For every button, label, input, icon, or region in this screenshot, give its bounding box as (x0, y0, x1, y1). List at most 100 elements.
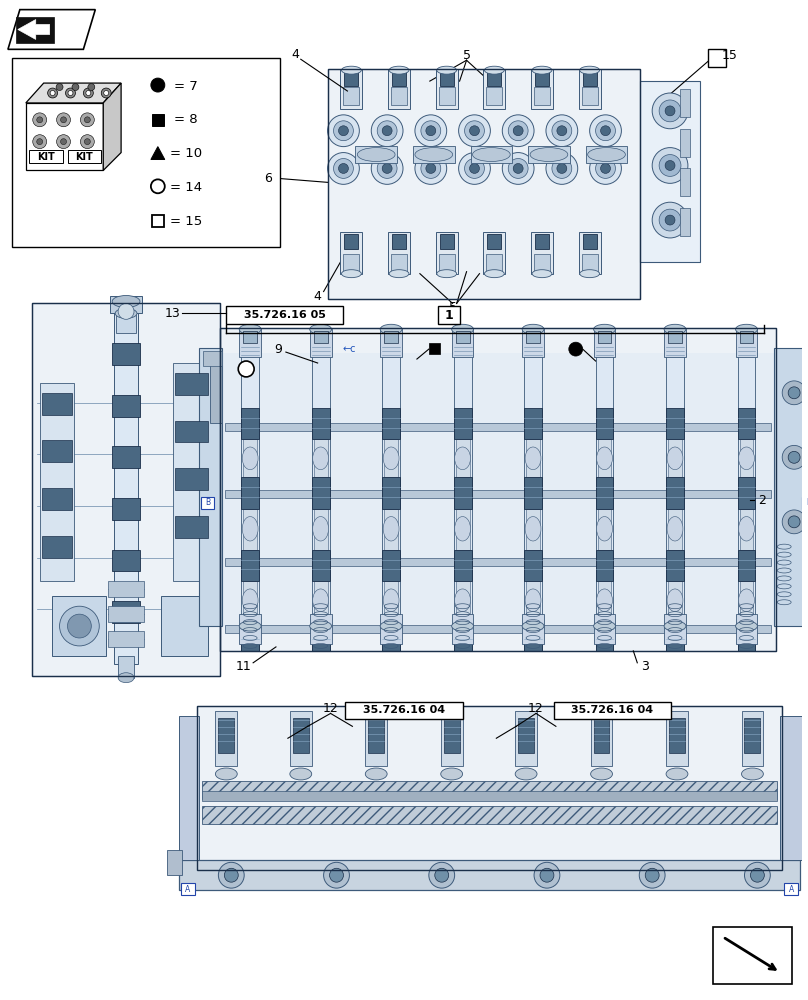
Bar (175, 468, 208, 490)
Bar (595, 408, 613, 439)
Ellipse shape (525, 517, 541, 541)
Circle shape (151, 78, 165, 92)
Ellipse shape (594, 324, 616, 334)
Ellipse shape (579, 66, 600, 74)
Bar (26, 103, 103, 170)
Circle shape (429, 862, 455, 888)
Bar (579, 69, 600, 109)
Ellipse shape (313, 517, 329, 541)
Text: = 8: = 8 (174, 113, 197, 126)
Circle shape (639, 862, 665, 888)
Ellipse shape (664, 324, 686, 334)
Ellipse shape (383, 589, 399, 612)
Circle shape (327, 153, 360, 184)
Ellipse shape (118, 673, 134, 683)
Circle shape (61, 139, 66, 145)
Circle shape (339, 163, 348, 173)
Bar (666, 477, 684, 509)
Bar (392, 234, 406, 249)
Bar (582, 87, 598, 105)
Text: = 10: = 10 (170, 147, 202, 160)
Bar (179, 860, 800, 890)
Bar (42, 536, 73, 558)
Bar (666, 408, 684, 439)
Circle shape (469, 126, 479, 136)
Bar (356, 146, 397, 163)
Circle shape (81, 113, 95, 127)
Bar (436, 69, 457, 109)
Circle shape (57, 135, 70, 149)
Bar (708, 49, 726, 67)
Circle shape (552, 121, 572, 141)
Bar (739, 509, 753, 550)
Bar (392, 71, 406, 86)
Bar (210, 363, 222, 423)
Bar (438, 306, 460, 324)
Circle shape (334, 121, 353, 141)
Text: 5: 5 (448, 301, 457, 314)
Text: 9: 9 (274, 343, 282, 356)
Bar (586, 146, 627, 163)
Bar (108, 606, 144, 622)
Bar (29, 150, 62, 163)
Circle shape (151, 179, 165, 193)
Bar (522, 329, 544, 357)
Circle shape (426, 126, 436, 136)
Circle shape (469, 163, 479, 173)
Bar (436, 232, 457, 274)
Ellipse shape (309, 324, 331, 334)
Circle shape (546, 115, 578, 147)
Ellipse shape (239, 621, 261, 631)
Ellipse shape (437, 270, 457, 278)
Bar (314, 581, 327, 619)
Bar (487, 71, 501, 86)
Bar (116, 308, 136, 333)
Bar (225, 490, 772, 498)
Bar (516, 711, 537, 766)
Bar (528, 146, 570, 163)
Bar (598, 439, 612, 477)
Ellipse shape (532, 270, 552, 278)
Ellipse shape (530, 148, 568, 162)
Bar (343, 254, 360, 272)
Ellipse shape (579, 270, 600, 278)
Bar (161, 596, 208, 656)
Bar (669, 718, 685, 753)
Circle shape (503, 115, 534, 147)
Bar (200, 497, 214, 509)
Bar (522, 614, 544, 644)
Bar (456, 509, 469, 550)
Circle shape (782, 381, 806, 405)
Circle shape (83, 88, 93, 98)
Circle shape (415, 115, 447, 147)
Bar (666, 550, 684, 581)
Bar (327, 69, 640, 299)
Text: 2: 2 (759, 493, 766, 506)
Bar (526, 439, 540, 477)
Bar (531, 232, 553, 274)
Bar (713, 927, 792, 984)
Bar (309, 329, 331, 357)
Bar (225, 625, 772, 633)
Circle shape (65, 88, 75, 98)
Bar (666, 619, 684, 651)
Ellipse shape (455, 517, 470, 541)
Bar (668, 331, 682, 343)
Ellipse shape (664, 621, 686, 631)
Circle shape (68, 614, 91, 638)
Bar (368, 718, 384, 753)
Bar (314, 331, 327, 343)
Bar (242, 619, 259, 651)
Text: 3: 3 (642, 660, 649, 673)
Bar (594, 718, 609, 753)
Bar (738, 328, 755, 651)
Bar (666, 328, 684, 651)
Bar (118, 656, 134, 678)
Ellipse shape (381, 324, 402, 334)
Circle shape (590, 153, 621, 184)
Circle shape (84, 139, 90, 145)
Circle shape (84, 117, 90, 123)
Bar (802, 497, 808, 509)
Circle shape (646, 868, 659, 882)
Bar (640, 81, 700, 262)
